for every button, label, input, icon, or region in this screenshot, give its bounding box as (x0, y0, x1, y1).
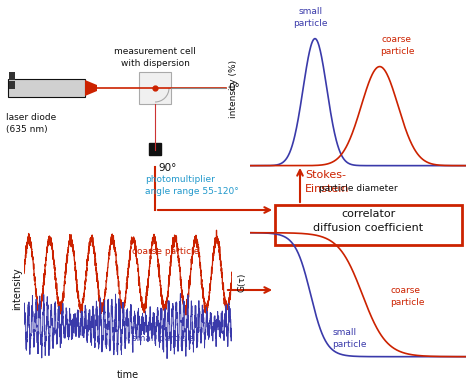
Bar (9, 72, 15, 80)
Text: intensity: intensity (12, 267, 22, 310)
Bar (8, 79, 85, 97)
Text: coarse
particle: coarse particle (391, 286, 425, 307)
Bar (149, 143, 161, 155)
Text: photomultiplier
angle range 55-120°: photomultiplier angle range 55-120° (145, 175, 239, 196)
Text: 90°: 90° (158, 163, 176, 173)
Text: small particle: small particle (132, 333, 194, 342)
Text: Stokes-
Einstein: Stokes- Einstein (305, 170, 349, 194)
Text: intensity (%): intensity (%) (228, 60, 237, 118)
Bar (139, 72, 171, 104)
Text: laser diode
(635 nm): laser diode (635 nm) (6, 113, 56, 134)
Bar (275, 205, 462, 245)
Polygon shape (85, 80, 97, 96)
Text: small
particle: small particle (332, 328, 367, 349)
Text: G(τ): G(τ) (237, 273, 246, 292)
Text: particle diameter: particle diameter (319, 184, 397, 193)
Text: time: time (117, 370, 139, 378)
Text: correlator
diffusion coefficient: correlator diffusion coefficient (313, 209, 424, 233)
Text: small
particle: small particle (293, 8, 328, 28)
Bar (9, 81, 15, 89)
Text: measurement cell
with dispersion: measurement cell with dispersion (114, 47, 196, 68)
Text: coarse
particle: coarse particle (380, 36, 414, 56)
Text: coarse particle: coarse particle (132, 247, 200, 256)
Text: 0°: 0° (228, 83, 240, 93)
